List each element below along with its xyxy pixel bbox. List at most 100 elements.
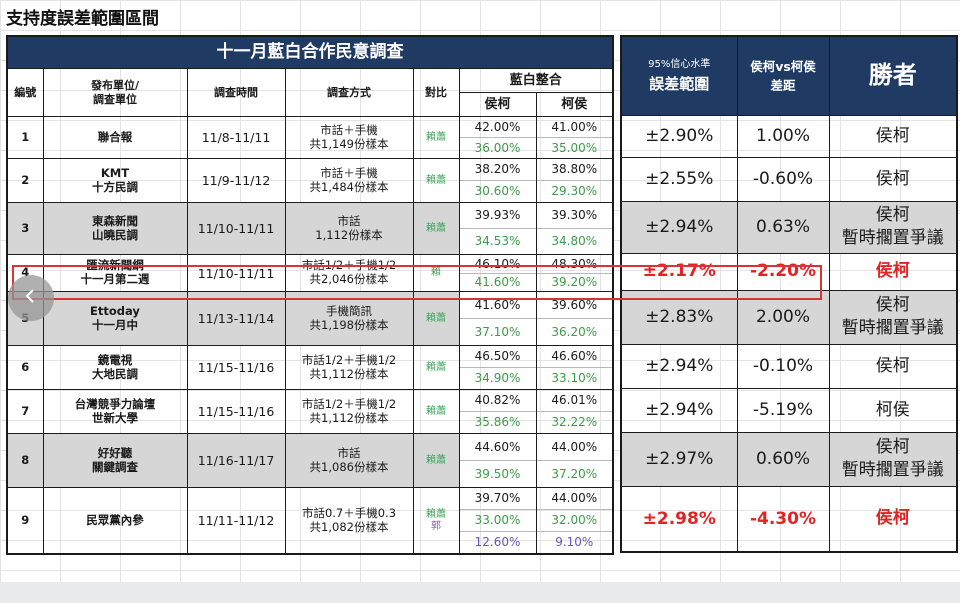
compare-label: 賴 (431, 267, 441, 278)
cell-method: 市話＋手機 共1,149份樣本 (284, 116, 414, 159)
pct-value: 35.86% (460, 411, 535, 433)
pct-value: 39.93% (474, 208, 521, 222)
pct-value: 38.80% (551, 162, 598, 176)
cell-margin: ±2.98% (620, 485, 738, 553)
side-row: ±2.98% -4.30% 侯柯 (620, 485, 958, 553)
unit-line1: 好好聽 (97, 445, 133, 460)
pct-value: 37.10% (460, 318, 535, 345)
pct-value: 36.00% (460, 137, 535, 158)
header-gap-line1: 侯柯vs柯侯 (750, 58, 816, 74)
side-row: ±2.17% -2.20% 侯柯 (620, 252, 958, 291)
chevron-left-icon (22, 287, 40, 309)
pct-value: 37.20% (537, 460, 612, 487)
cell-compare: 賴蕭 (412, 389, 460, 434)
unit-line2: 大地民調 (92, 366, 138, 381)
cell-ke-hou: 44.00% 37.20% (535, 433, 614, 488)
cell-winner: 侯柯 (828, 485, 958, 553)
cell-margin: ±2.94% (620, 343, 738, 389)
cell-compare: 賴蕭 (412, 116, 460, 159)
cell-compare: 賴蕭 (412, 202, 460, 255)
pct-value: 12.60% (460, 531, 535, 553)
table-row: 8 好好聽 關鍵調查 11/16-11/17 市話 共1,086份樣本 賴蕭 44.60% 39… (6, 433, 614, 488)
cell-method: 市話1/2＋手機1/2 共1,112份樣本 (284, 345, 414, 390)
cell-unit: KMT 十方民調 (42, 158, 188, 203)
header-ke-hou: 柯侯 (535, 92, 614, 117)
method-line1: 市話1/2＋手機1/2 (301, 258, 397, 273)
cell-no: 3 (6, 202, 44, 255)
pct-value: 32.22% (537, 411, 612, 433)
table-row: 1 聯合報 11/8-11/11 市話＋手機 共1,149份樣本 賴蕭 42.00% 36.0… (6, 116, 614, 159)
cell-ke-hou: 41.00% 35.00% (535, 116, 614, 159)
cell-hou-ke: 44.60% 39.50% (458, 433, 537, 488)
pct-value: 38.20% (474, 162, 521, 176)
unit-line1: Ettoday (90, 303, 140, 318)
compare-label: 賴蕭 (426, 508, 446, 520)
table-row: 2 KMT 十方民調 11/9-11/12 市話＋手機 共1,484份樣本 賴蕭 38.20%… (6, 158, 614, 203)
cell-margin: ±2.94% (620, 200, 738, 254)
unit-line2: 十方民調 (92, 179, 138, 194)
unit-line2: 世新大學 (92, 410, 138, 425)
back-button[interactable] (8, 275, 54, 321)
header-date: 調查時間 (186, 68, 286, 117)
unit-line2: 山曉民調 (92, 227, 138, 242)
cell-gap: -5.19% (736, 387, 830, 433)
header-margin: 95%信心水準 誤差範圍 (620, 35, 738, 116)
pct-value: 39.70% (474, 491, 521, 505)
header-margin-line1: 95%信心水準 (648, 58, 711, 70)
margin-table: 95%信心水準 誤差範圍 侯柯vs柯侯 差距 勝者 ±2.90% 1.00% 侯柯 ±… (620, 35, 958, 553)
method-line1: 市話1/2＋手機1/2 (301, 396, 397, 411)
cell-unit: 鏡電視 大地民調 (42, 345, 188, 390)
cell-gap: 1.00% (736, 114, 830, 158)
cell-hou-ke: 41.60% 37.10% (458, 291, 537, 346)
pct-value: 34.80% (537, 228, 612, 254)
method-line2: 共1,086份樣本 (309, 459, 389, 474)
table-row: 3 東森新聞 山曉民調 11/10-11/11 市話 1,112份樣本 賴蕭 39.93% 34… (6, 202, 614, 255)
cell-hou-ke: 38.20% 30.60% (458, 158, 537, 203)
pct-value: 39.20% (537, 272, 612, 291)
cell-ke-hou: 44.00% 32.00% 9.10% (535, 487, 614, 555)
cell-margin: ±2.90% (620, 114, 738, 158)
method-line2: 共1,149份樣本 (309, 136, 389, 151)
header-margin-line2: 誤差範圍 (649, 74, 710, 93)
bottom-bar (0, 582, 960, 603)
compare-label: 郭 (431, 520, 441, 532)
unit-line1: 東森新聞 (92, 213, 138, 228)
cell-no: 6 (6, 345, 44, 390)
cell-winner: 侯柯 (828, 156, 958, 202)
cell-no: 1 (6, 116, 44, 159)
cell-winner: 侯柯 (828, 252, 958, 291)
pct-value: 34.53% (460, 228, 535, 254)
cell-hou-ke: 40.82% 35.86% (458, 389, 537, 434)
cell-hou-ke: 46.10% 41.60% (458, 254, 537, 292)
cell-hou-ke: 39.93% 34.53% (458, 202, 537, 255)
winner-line2: 暫時擱置爭議 (841, 460, 944, 480)
side-row: ±2.90% 1.00% 侯柯 (620, 114, 958, 158)
pct-value: 39.60% (551, 298, 598, 312)
winner-line1: 侯柯 (875, 355, 910, 376)
pct-value: 46.01% (551, 393, 598, 407)
table-row: 6 鏡電視 大地民調 11/15-11/16 市話1/2＋手機1/2 共1,112份樣本賴… (6, 345, 614, 390)
cell-gap: 0.60% (736, 431, 830, 487)
pct-value: 39.50% (460, 460, 535, 487)
winner-line1: 侯柯 (875, 295, 910, 316)
unit-line1: 匯流新聞網 (86, 258, 144, 273)
method-line2: 共1,112份樣本 (309, 410, 389, 425)
pct-value: 32.00% (537, 509, 612, 531)
winner-line2: 暫時擱置爭議 (841, 228, 944, 248)
pct-value: 33.10% (537, 367, 612, 389)
cell-ke-hou: 39.30% 34.80% (535, 202, 614, 255)
pct-value: 41.60% (474, 298, 521, 312)
cell-winner: 侯柯 (828, 114, 958, 158)
cell-gap: -0.10% (736, 343, 830, 389)
pct-value: 44.00% (551, 440, 598, 454)
cell-gap: -0.60% (736, 156, 830, 202)
cell-ke-hou: 48.30% 39.20% (535, 254, 614, 292)
cell-margin: ±2.83% (620, 289, 738, 345)
unit-line1: 民眾黨內參 (86, 512, 144, 527)
compare-label: 賴蕭 (426, 174, 446, 186)
unit-line1: 鏡電視 (97, 352, 133, 367)
cell-date: 11/10-11/11 (186, 254, 286, 292)
table-row: 5Ettoday十一月中11/13-11/14手機簡訊共1,198份樣本賴蕭41… (6, 291, 614, 346)
cell-ke-hou: 39.60% 36.20% (535, 291, 614, 346)
unit-line1: 台灣競爭力論壇 (74, 396, 156, 411)
